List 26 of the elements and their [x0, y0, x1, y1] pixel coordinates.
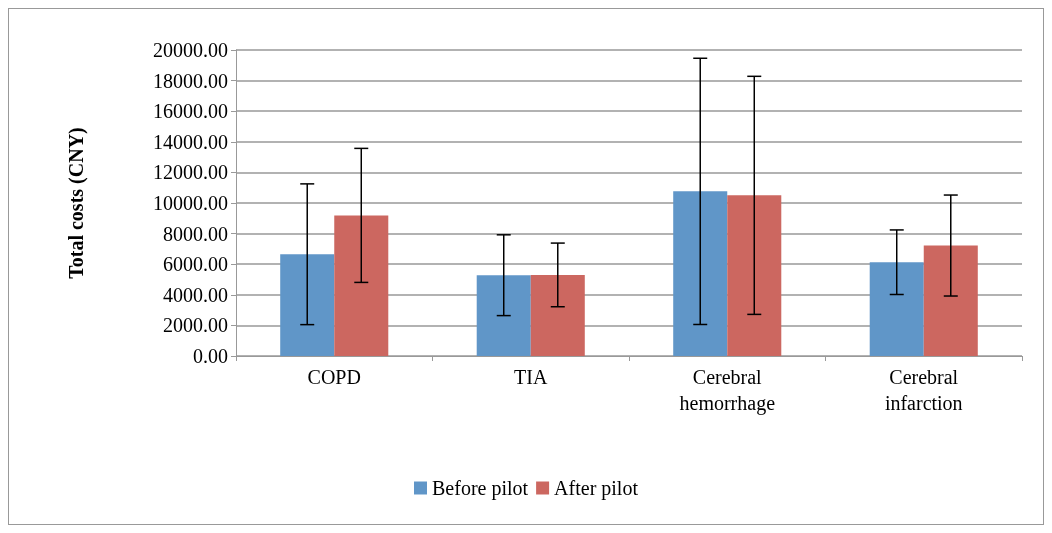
legend-label: After pilot	[554, 477, 639, 500]
bar	[476, 275, 531, 356]
legend-label: Before pilot	[432, 477, 529, 500]
y-tick-label: 18000.00	[153, 69, 228, 92]
bar	[727, 195, 782, 356]
y-tick-label: 0.00	[193, 345, 228, 367]
y-tick-label: 10000.00	[153, 192, 228, 214]
y-tick-label: 2000.00	[163, 314, 228, 337]
x-tick-label: COPD	[307, 366, 361, 388]
bar	[673, 191, 728, 356]
bar	[923, 245, 978, 356]
y-tick-label: 4000.00	[163, 283, 228, 306]
bar	[869, 262, 924, 356]
bar	[530, 274, 585, 356]
x-tick-label: TIA	[514, 366, 548, 388]
x-tick-label: Cerebral hemorrhage	[679, 366, 776, 415]
y-axis-title: Total costs (CNY)	[65, 127, 88, 279]
x-tick-label: Cerebral infarction	[884, 366, 963, 414]
y-tick-label: 12000.00	[153, 161, 228, 184]
y-tick-label: 14000.00	[153, 130, 228, 153]
bar	[280, 254, 335, 356]
y-tick-label: 16000.00	[153, 100, 228, 123]
y-tick-label: 8000.00	[163, 222, 228, 245]
y-tick-label: 20000.00	[153, 39, 228, 61]
y-tick-label: 6000.00	[163, 253, 228, 276]
bar	[334, 215, 389, 356]
